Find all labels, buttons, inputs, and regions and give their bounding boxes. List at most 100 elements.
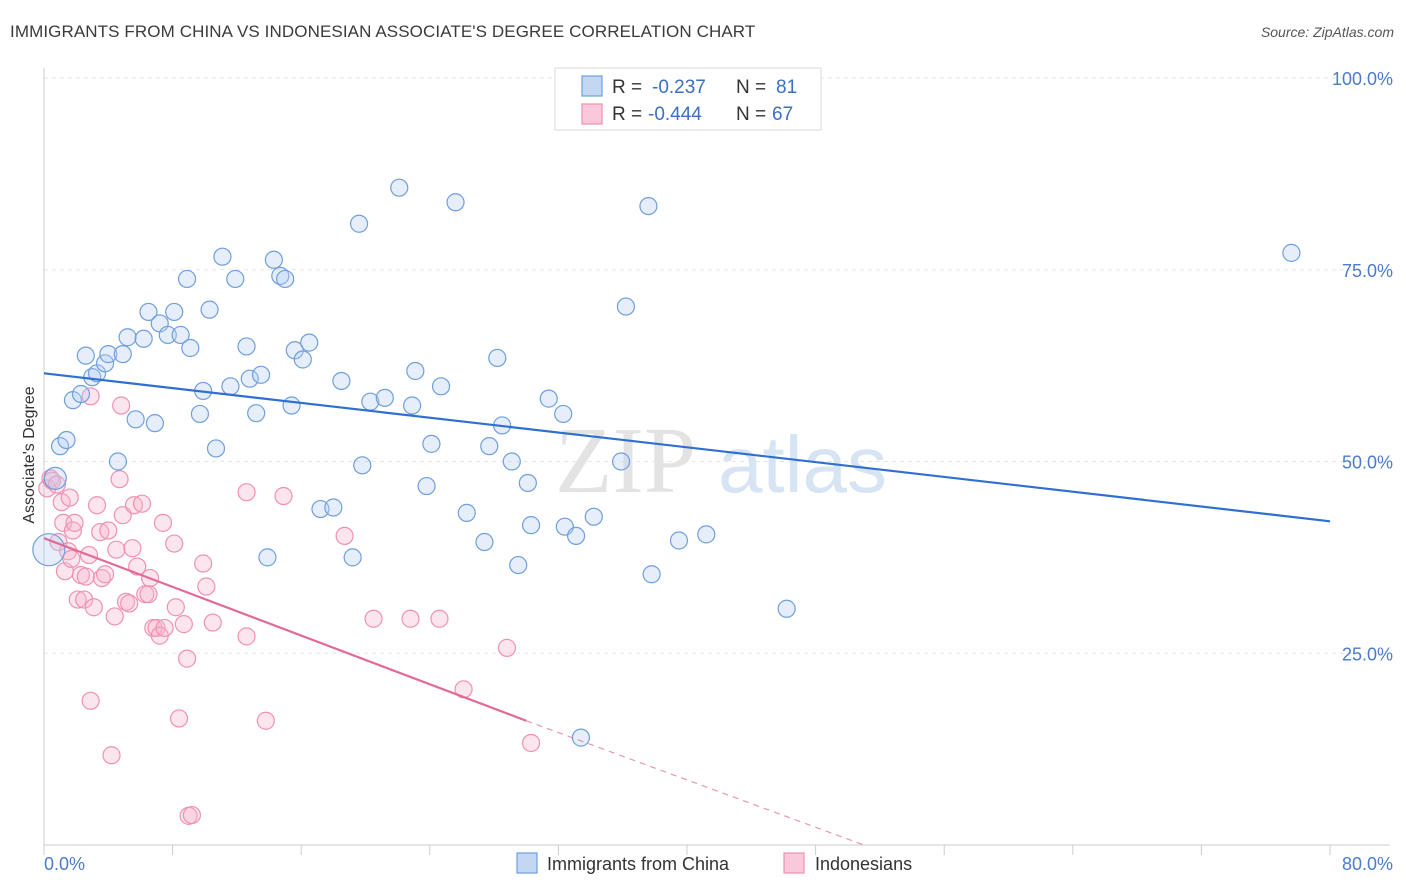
point-indonesians-61: [430, 609, 449, 628]
point-indonesians-47: [174, 615, 193, 634]
x-tick-label-0: 0.0%: [44, 854, 85, 874]
point-china-19: [158, 325, 177, 345]
point-indonesians-48: [177, 649, 197, 668]
point-china-1: [43, 466, 67, 490]
point-indonesians-22: [95, 565, 115, 584]
point-china-66: [521, 516, 541, 535]
point-china-51: [390, 178, 409, 197]
point-china-5: [71, 384, 91, 404]
point-indonesians-56: [256, 711, 275, 730]
point-indonesians-14: [75, 590, 94, 609]
point-china-24: [190, 404, 210, 424]
point-china-36: [264, 250, 283, 269]
point-indonesians-11: [65, 513, 84, 532]
point-china-10: [99, 345, 118, 364]
point-china-44: [324, 498, 343, 517]
point-indonesians-66: [62, 549, 81, 569]
point-china-16: [139, 302, 158, 322]
x-tick-label-1: 80.0%: [1342, 854, 1393, 874]
series-indonesians: [38, 387, 541, 825]
point-indonesians-31: [120, 594, 139, 613]
point-china-60: [480, 437, 499, 456]
point-indonesians-26: [107, 540, 126, 559]
point-indonesians-25: [105, 607, 124, 626]
point-indonesians-19: [87, 496, 107, 515]
point-indonesians-24: [102, 746, 121, 765]
point-china-75: [639, 196, 658, 216]
y-tick-labels: 25.0% 50.0% 75.0% 100.0%: [1332, 69, 1393, 664]
point-china-48: [353, 456, 372, 475]
point-china-35: [258, 548, 277, 567]
legend-n-value-2: 67: [772, 104, 793, 125]
point-indonesians-63: [497, 638, 517, 657]
point-china-39: [282, 396, 301, 415]
point-china-72: [584, 507, 603, 526]
grid-lines: [44, 77, 1390, 654]
point-china-57: [446, 193, 465, 212]
point-china-30: [226, 269, 245, 289]
point-indonesians-50: [182, 805, 201, 825]
point-indonesians-12: [68, 590, 87, 609]
point-china-68: [554, 404, 573, 424]
point-indonesians-15: [76, 567, 95, 586]
bottom-legend: Immigrants from China Indonesians: [516, 852, 912, 874]
legend: R = -0.237 N = 81 R = -0.444 N = 67: [554, 67, 822, 131]
point-indonesians-52: [197, 577, 216, 596]
point-china-52: [403, 396, 422, 415]
legend-r-value-1: -0.237: [652, 77, 706, 98]
y-axis-label: Associate's Degree: [21, 386, 38, 523]
legend-r-label-1: R =: [612, 77, 642, 98]
point-indonesians-43: [155, 618, 174, 638]
point-china-55: [422, 434, 441, 453]
point-indonesians-23: [99, 521, 118, 540]
point-china-59: [475, 532, 494, 552]
point-indonesians-35: [132, 494, 152, 513]
point-china-46: [343, 548, 362, 567]
point-china-61: [488, 348, 507, 368]
axes: [43, 68, 1390, 855]
point-china-73: [611, 452, 631, 471]
point-china-26: [200, 300, 219, 319]
point-china-23: [181, 338, 200, 358]
point-china-76: [642, 565, 661, 584]
point-indonesians-18: [84, 598, 103, 617]
point-china-67: [539, 389, 558, 408]
point-indonesians-45: [166, 598, 185, 617]
point-indonesians-55: [237, 627, 256, 646]
point-china-33: [247, 404, 266, 423]
point-china-31: [237, 337, 256, 356]
point-china-34: [251, 365, 271, 384]
point-china-63: [502, 452, 521, 471]
series-immigrants-from-china: [32, 178, 1301, 747]
legend-swatch-pink: [581, 103, 603, 125]
point-china-17: [145, 414, 165, 433]
point-china-54: [417, 476, 436, 496]
bottom-legend-swatch-pink: [783, 852, 805, 874]
point-china-15: [134, 329, 153, 348]
point-china-37: [271, 266, 290, 285]
point-china-53: [406, 361, 425, 381]
point-china-64: [509, 555, 528, 575]
trend-line-china: [43, 372, 1331, 523]
point-china-22: [177, 269, 197, 289]
point-china-65: [518, 473, 537, 493]
point-china-58: [457, 503, 476, 522]
point-china-21: [171, 325, 190, 345]
point-china-14: [126, 410, 145, 429]
point-indonesians-44: [165, 534, 184, 553]
point-indonesians-17: [81, 691, 100, 710]
legend-r-value-2: -0.444: [648, 104, 702, 125]
point-china-3: [57, 430, 76, 450]
watermark-zip: ZIP: [555, 409, 696, 513]
point-indonesians-54: [237, 483, 256, 502]
legend-swatch-blue: [581, 75, 603, 97]
point-china-27: [206, 439, 226, 458]
chart-title: IMMIGRANTS FROM CHINA VS INDONESIAN ASSO…: [10, 22, 756, 41]
point-china-74: [616, 297, 636, 316]
point-china-50: [375, 388, 394, 407]
point-indonesians-60: [401, 609, 420, 628]
point-indonesians-59: [364, 609, 383, 628]
point-china-77: [669, 531, 689, 550]
legend-n-label-2: N =: [736, 104, 766, 125]
